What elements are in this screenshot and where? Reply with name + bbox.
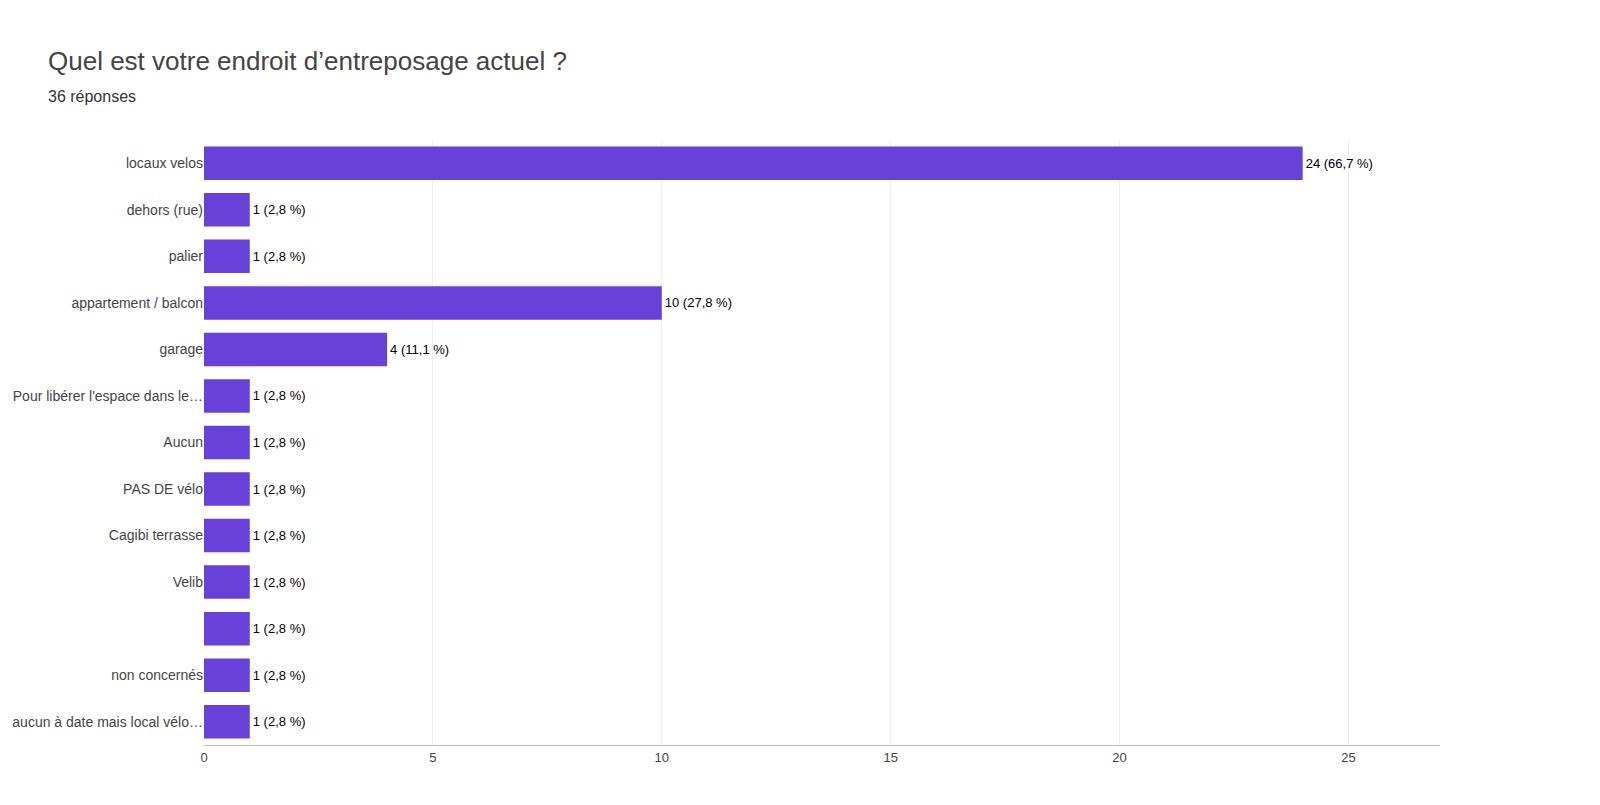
svg-text:Velib: Velib	[173, 574, 204, 590]
svg-text:4 (11,1 %): 4 (11,1 %)	[390, 342, 449, 357]
svg-text:locaux velos: locaux velos	[126, 155, 203, 171]
svg-text:Cagibi terrasse: Cagibi terrasse	[109, 527, 203, 543]
svg-text:10: 10	[655, 750, 669, 765]
svg-text:Pour libérer l'espace dans le…: Pour libérer l'espace dans le…	[13, 388, 203, 404]
svg-text:10 (27,8 %): 10 (27,8 %)	[665, 295, 732, 310]
svg-text:PAS DE vélo: PAS DE vélo	[123, 481, 203, 497]
svg-text:1 (2,8 %): 1 (2,8 %)	[253, 714, 306, 729]
svg-text:Aucun: Aucun	[163, 434, 203, 450]
svg-text:dehors (rue): dehors (rue)	[127, 202, 203, 218]
svg-text:5: 5	[429, 750, 436, 765]
svg-text:1 (2,8 %): 1 (2,8 %)	[253, 435, 306, 450]
svg-text:1 (2,8 %): 1 (2,8 %)	[253, 249, 306, 264]
svg-text:0: 0	[200, 750, 207, 765]
svg-text:1 (2,8 %): 1 (2,8 %)	[253, 668, 306, 683]
svg-text:1 (2,8 %): 1 (2,8 %)	[253, 575, 306, 590]
svg-text:36 réponses: 36 réponses	[48, 88, 136, 105]
svg-text:15: 15	[883, 750, 897, 765]
svg-text:1 (2,8 %): 1 (2,8 %)	[253, 482, 306, 497]
svg-text:aucun à date mais local vélo…: aucun à date mais local vélo…	[12, 714, 203, 730]
svg-text:1 (2,8 %): 1 (2,8 %)	[253, 621, 306, 636]
svg-text:palier: palier	[169, 248, 204, 264]
svg-text:20: 20	[1112, 750, 1126, 765]
svg-text:1 (2,8 %): 1 (2,8 %)	[253, 528, 306, 543]
svg-text:appartement / balcon: appartement / balcon	[71, 295, 203, 311]
svg-text:Quel est votre endroit d’entre: Quel est votre endroit d’entreposage act…	[48, 46, 567, 76]
svg-text:1 (2,8 %): 1 (2,8 %)	[253, 202, 306, 217]
svg-text:24 (66,7 %): 24 (66,7 %)	[1306, 156, 1373, 171]
svg-text:1 (2,8 %): 1 (2,8 %)	[253, 388, 306, 403]
svg-text:non concernés: non concernés	[111, 667, 203, 683]
svg-text:25: 25	[1341, 750, 1355, 765]
svg-text:garage: garage	[159, 341, 203, 357]
